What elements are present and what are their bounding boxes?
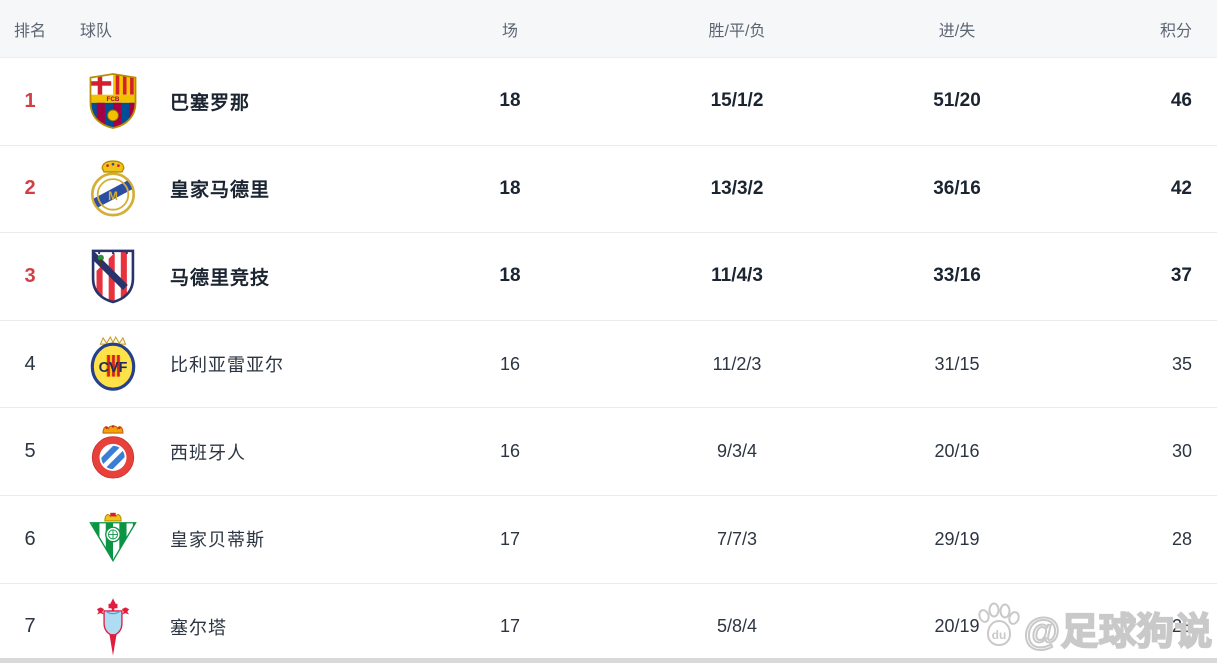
wdl-cell: 15/1/2 <box>710 90 764 112</box>
gfga-cell: 29/19 <box>934 528 980 549</box>
rank-cell: 5 <box>24 440 36 463</box>
points-cell: 46 <box>1170 90 1192 112</box>
villarreal-badge: CVF <box>60 335 166 393</box>
table-header-row: 排名 球队 场 胜/平/负 进/失 积分 <box>0 0 1217 58</box>
points-cell: 28 <box>1171 528 1192 549</box>
team-name: 巴塞罗那 <box>170 92 251 114</box>
espanyol-badge <box>60 422 166 482</box>
team-name: 塞尔塔 <box>170 617 227 638</box>
atletico-madrid-badge <box>60 246 166 306</box>
rank-cell: 7 <box>24 615 36 638</box>
header-wdl: 胜/平/负 <box>708 22 766 40</box>
wdl-cell: 13/3/2 <box>710 177 764 199</box>
matches-cell: 18 <box>499 177 521 199</box>
matches-cell: 16 <box>499 353 521 374</box>
points-cell: 42 <box>1170 177 1192 199</box>
wdl-cell: 11/2/3 <box>712 353 762 374</box>
gfga-cell: 31/15 <box>934 353 980 374</box>
matches-cell: 17 <box>499 616 521 637</box>
table-row[interactable]: 2 M 皇家马德里 18 13/3/2 36/16 42 <box>0 145 1217 234</box>
matches-cell: 18 <box>499 265 521 287</box>
points-cell: 37 <box>1170 265 1192 287</box>
wdl-cell: 7/7/3 <box>716 528 758 549</box>
matches-cell: 16 <box>499 441 521 462</box>
celta-badge <box>60 596 166 658</box>
rank-cell: 3 <box>24 264 36 287</box>
matches-cell: 17 <box>499 528 521 549</box>
barcelona-badge: FCB <box>60 71 166 131</box>
header-gfga: 进/失 <box>938 22 976 40</box>
rank-cell: 2 <box>24 177 36 200</box>
svg-text:CVF: CVF <box>99 360 128 376</box>
gfga-cell: 33/16 <box>933 265 981 287</box>
table-row[interactable]: 6 皇家贝蒂斯 17 7/7/3 29/19 <box>0 495 1217 584</box>
rank-cell: 1 <box>24 89 36 112</box>
points-cell: 23 <box>1171 616 1192 637</box>
header-points: 积分 <box>1159 22 1192 40</box>
svg-text:FCB: FCB <box>107 96 120 103</box>
header-matches: 场 <box>501 22 518 40</box>
gfga-cell: 51/20 <box>933 90 981 112</box>
gfga-cell: 36/16 <box>933 177 981 199</box>
rank-cell: 4 <box>24 352 36 375</box>
wdl-cell: 5/8/4 <box>716 616 758 637</box>
matches-cell: 18 <box>499 90 521 112</box>
header-rank: 排名 <box>13 22 46 40</box>
real-betis-badge <box>60 510 166 568</box>
table-row[interactable]: 4 CVF 比利亚雷亚尔 16 11/2/3 31/15 35 <box>0 320 1217 409</box>
rank-cell: 6 <box>24 527 36 550</box>
team-name: 皇家马德里 <box>170 180 271 202</box>
table-row[interactable]: 3 马德里竞技 <box>0 233 1217 321</box>
gfga-cell: 20/16 <box>934 441 980 462</box>
team-name: 西班牙人 <box>170 442 246 463</box>
points-cell: 35 <box>1171 353 1192 374</box>
wdl-cell: 9/3/4 <box>716 441 758 462</box>
table-row[interactable]: 5 西班牙人 16 9/3/4 20/16 30 <box>0 408 1217 496</box>
points-cell: 30 <box>1171 441 1192 462</box>
table-row[interactable]: 1 FCB <box>0 58 1217 146</box>
team-name: 马德里竞技 <box>170 267 271 289</box>
wdl-cell: 11/4/3 <box>711 265 763 287</box>
bottom-edge-bar <box>0 658 1217 663</box>
team-name: 皇家贝蒂斯 <box>170 530 265 551</box>
table-row[interactable]: 7 塞尔塔 17 5/8/4 20/19 23 <box>0 583 1217 663</box>
real-madrid-badge: M <box>60 159 166 219</box>
gfga-cell: 20/19 <box>934 616 980 637</box>
team-name: 比利亚雷亚尔 <box>170 355 284 376</box>
header-team: 球队 <box>80 22 113 40</box>
svg-text:M: M <box>108 190 118 203</box>
